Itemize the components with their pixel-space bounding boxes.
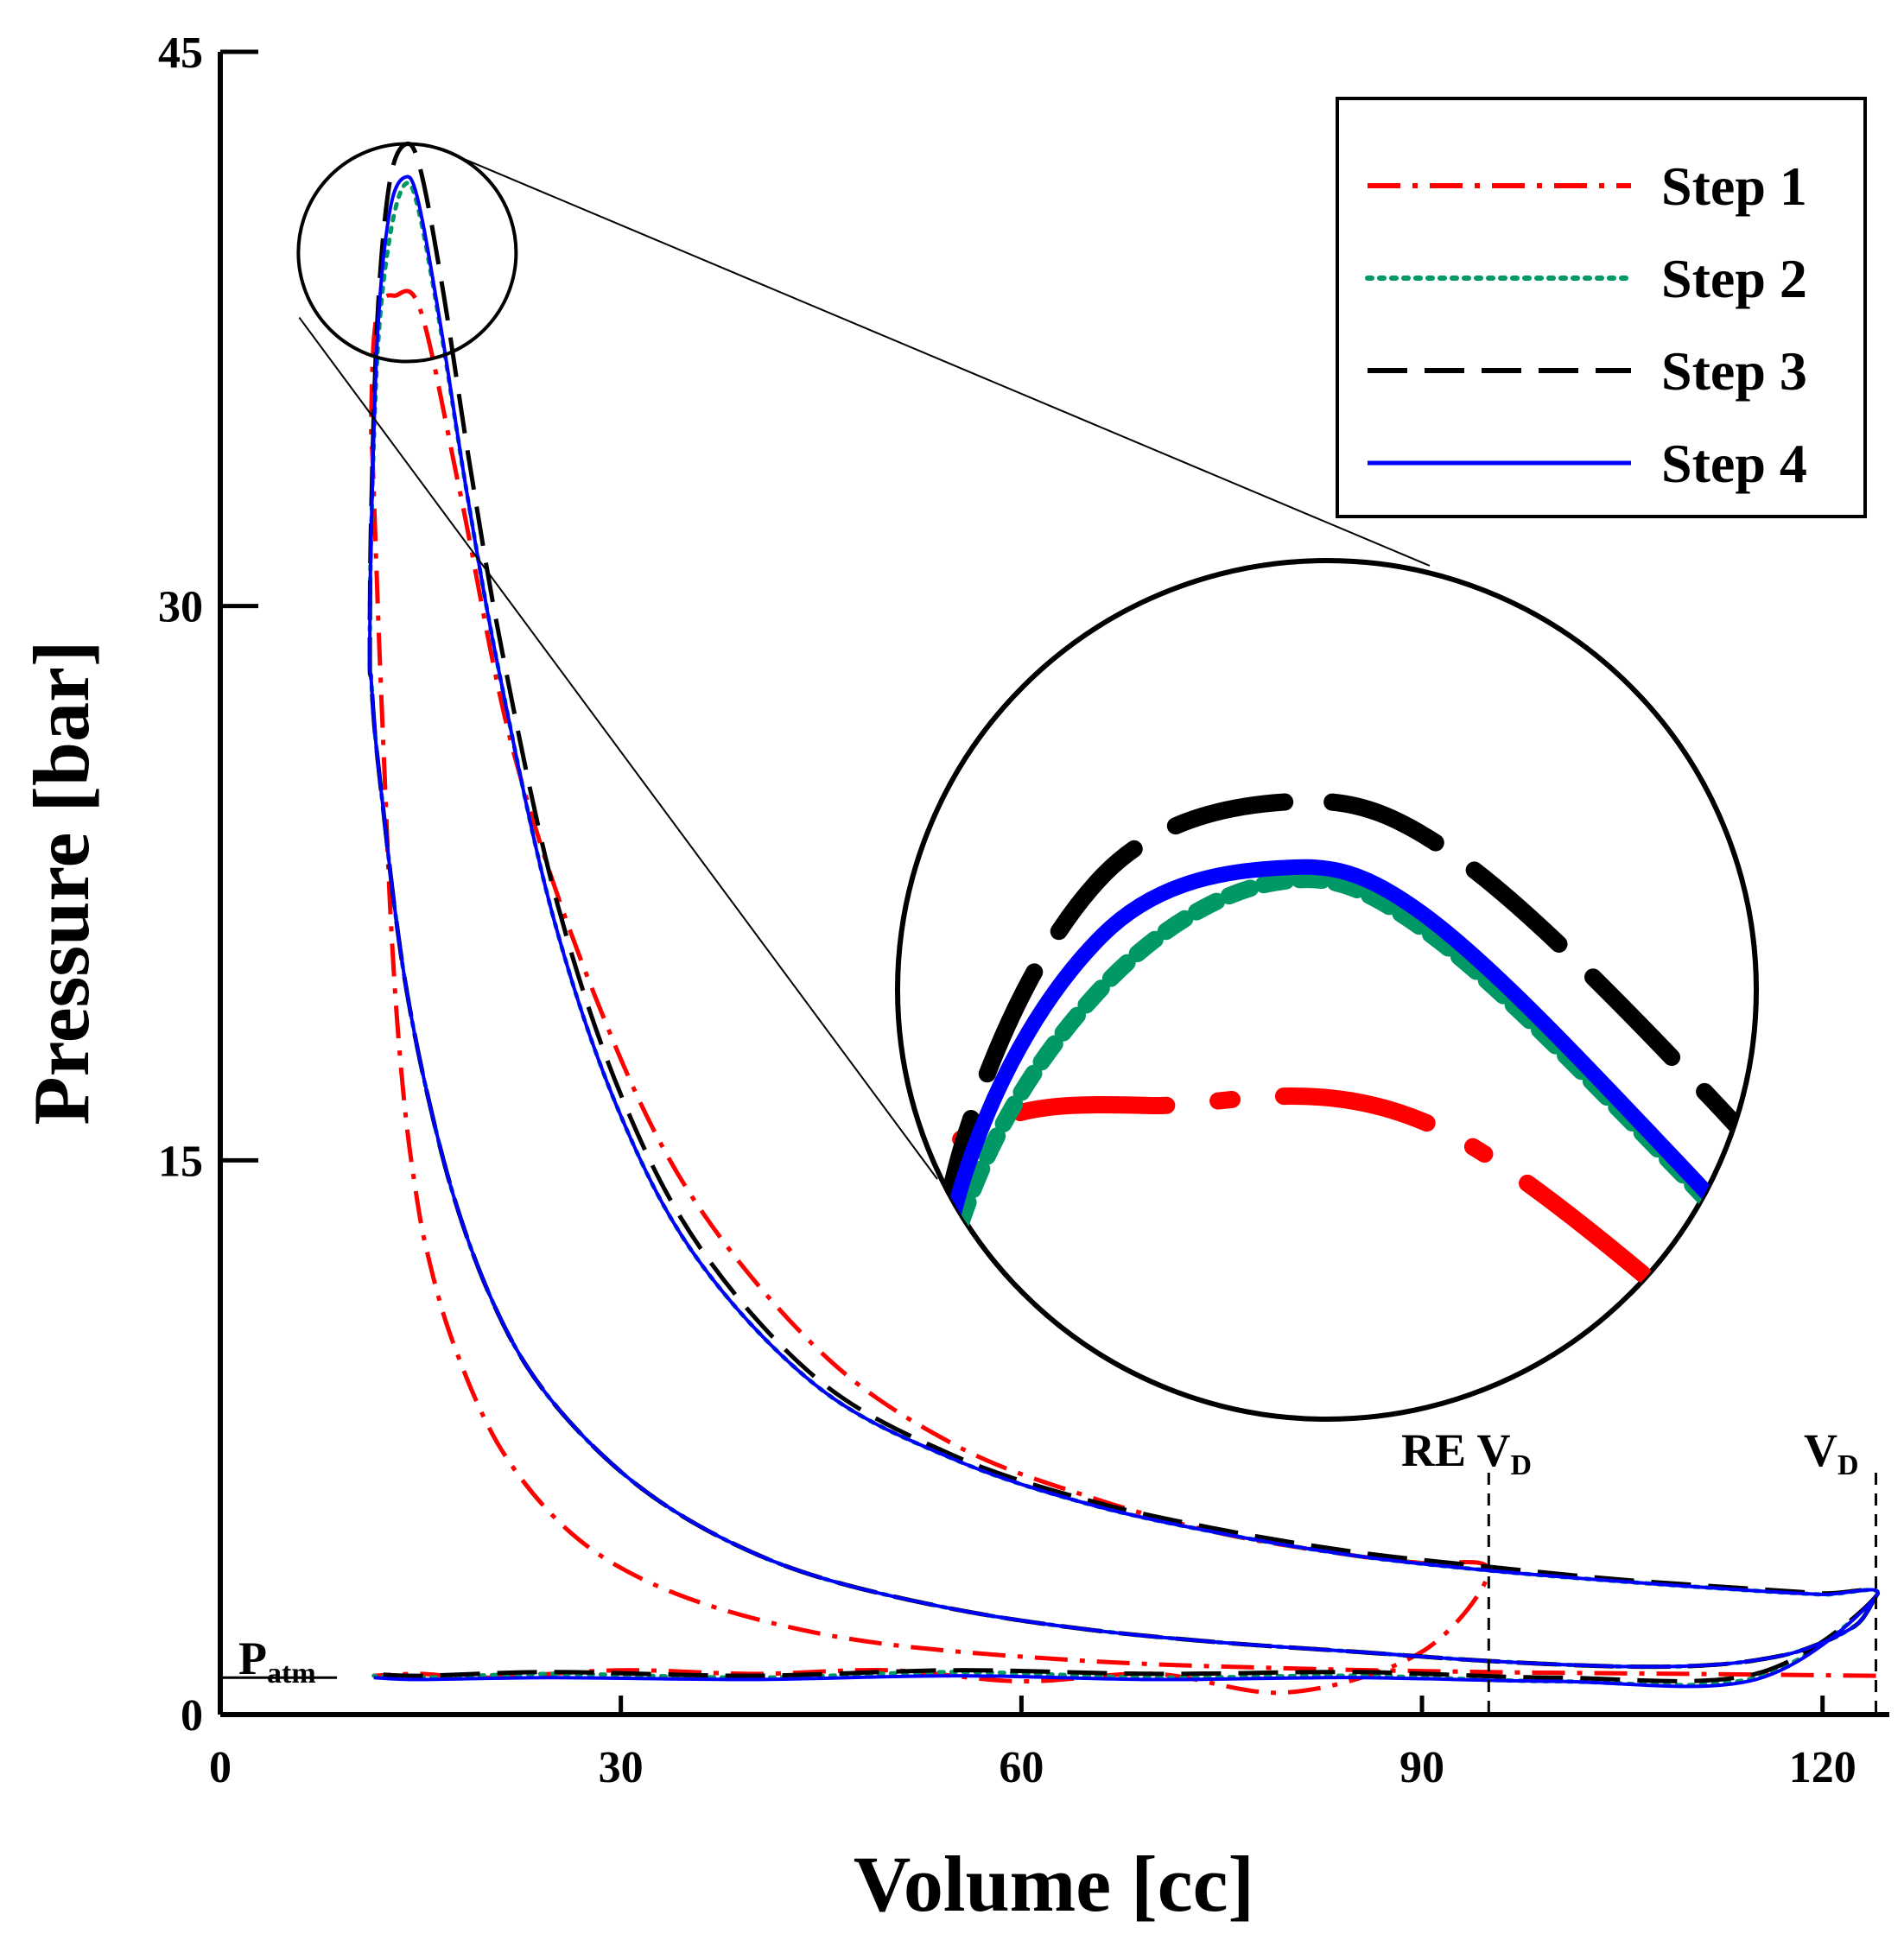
zoom-connector-line [298, 316, 938, 1180]
legend: Step 1 Step 2 Step 3 Step 4 [1336, 97, 1867, 518]
series-layer [367, 141, 1881, 1696]
x-tick-label: 60 [999, 1743, 1044, 1792]
y-tick-label: 45 [158, 29, 203, 78]
zoom-callout [296, 142, 1759, 1422]
zoom-connector-line [454, 154, 1431, 567]
x-tick-label: 90 [1399, 1743, 1444, 1792]
p-atm-label: Patm [238, 1633, 316, 1690]
series-line-step-1 [369, 288, 1876, 1696]
x-tick-label: 120 [1789, 1743, 1856, 1792]
legend-label-step-4: Step 4 [1661, 433, 1807, 494]
legend-box [1336, 97, 1867, 518]
zoom-source-circle [296, 142, 518, 364]
y-tick-label: 15 [158, 1137, 203, 1186]
x-ticks: 0 30 60 90 120 [209, 1696, 1856, 1792]
series-line-step-4 [368, 174, 1880, 1689]
re-vd-label: RE VD [1401, 1424, 1532, 1481]
zoom-inset-circle [895, 558, 1759, 1422]
y-axis-title: Pressure [bar] [17, 640, 105, 1125]
legend-label-step-1: Step 1 [1661, 155, 1807, 217]
y-ticks: 0 15 30 45 [158, 29, 258, 1740]
x-axis-title: Volume [cc] [854, 1840, 1254, 1928]
reference-markers: Patm RE VD VD [220, 1424, 1878, 1715]
y-tick-label: 0 [181, 1691, 203, 1740]
legend-label-step-2: Step 2 [1661, 248, 1807, 309]
axes [218, 52, 1889, 1717]
vd-label: VD [1804, 1424, 1859, 1481]
inset-series-line-step-1 [898, 1087, 1756, 1419]
x-tick-label: 30 [599, 1743, 644, 1792]
legend-label-step-3: Step 3 [1661, 340, 1807, 402]
y-tick-label: 30 [158, 583, 203, 632]
x-tick-label: 0 [209, 1743, 232, 1792]
